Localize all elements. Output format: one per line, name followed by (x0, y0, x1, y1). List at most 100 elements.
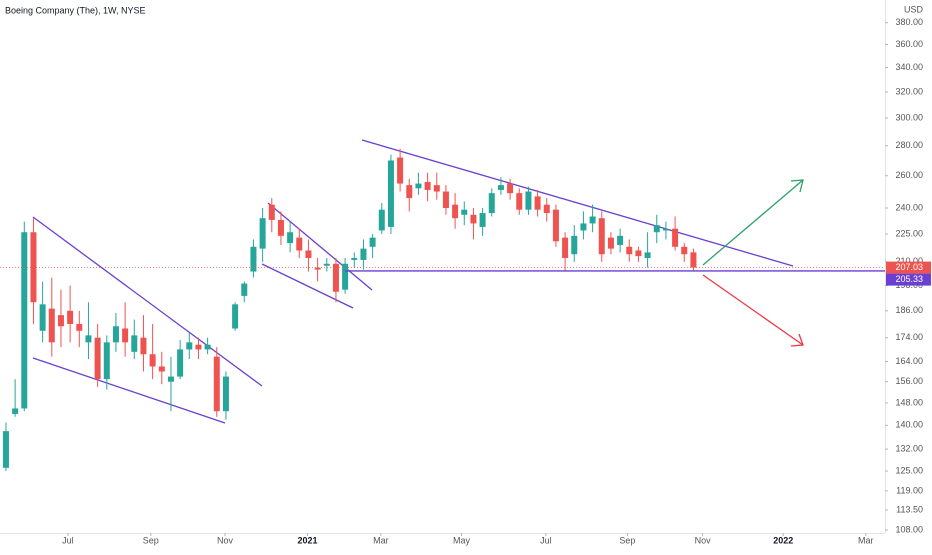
candle-body (562, 237, 569, 259)
drawings (32, 139, 804, 424)
candle-body (268, 204, 275, 220)
trendline (267, 202, 373, 291)
candle-body (305, 250, 312, 259)
candle-body (497, 185, 504, 190)
y-tick-label: 380.00 (895, 17, 923, 27)
candle-body (167, 376, 174, 382)
candle-body (653, 225, 660, 233)
last-price-label: 207.03 (895, 262, 923, 272)
x-tick-label: Nov (217, 535, 234, 545)
candles (2, 148, 697, 472)
candle-body (690, 252, 697, 268)
candle-body (149, 354, 156, 367)
candle-body (589, 216, 596, 224)
y-tick-label: 260.00 (895, 170, 923, 180)
candle-body (351, 258, 358, 260)
y-tick-label: 210.00 (895, 256, 923, 266)
candle-body (277, 219, 284, 236)
trendline (32, 216, 263, 387)
candle-body (204, 344, 211, 350)
y-tick-label: 300.00 (895, 112, 923, 122)
candle-body (94, 337, 101, 380)
level-label: 205.33 (895, 274, 923, 284)
candle-body (507, 183, 514, 194)
candle-body (543, 204, 550, 214)
candle-body (213, 356, 220, 412)
y-tick-label: 280.00 (895, 140, 923, 150)
y-tick-label: 240.00 (895, 202, 923, 212)
y-tick-label: 156.00 (895, 376, 923, 386)
candle-body (488, 193, 495, 214)
y-tick-label: 132.00 (895, 443, 923, 453)
trendline (32, 357, 226, 424)
candle-body (415, 183, 422, 189)
down-arrow (702, 274, 804, 347)
candle-body (617, 235, 624, 245)
candle-body (662, 228, 669, 231)
x-tick-label: Nov (695, 535, 712, 545)
candle-body (232, 304, 239, 329)
candle-body (452, 204, 459, 219)
y-tick-label: 225.00 (895, 228, 923, 238)
x-tick-label: 2021 (298, 535, 318, 545)
candle-body (332, 263, 339, 292)
candle-body (195, 344, 202, 350)
up-arrow (702, 179, 804, 266)
y-tick-label: 186.00 (895, 305, 923, 315)
y-tick-label: 125.00 (895, 465, 923, 475)
candle-body (112, 326, 119, 343)
candle-body (12, 408, 19, 414)
candle-body (177, 349, 184, 377)
candle-body (57, 315, 64, 327)
candle-body (433, 185, 440, 192)
candle-body (323, 263, 330, 266)
x-tick-label: Mar (373, 535, 389, 545)
candle-body (378, 209, 385, 231)
x-tick-label: Jul (62, 535, 74, 545)
candle-body (442, 191, 449, 209)
y-tick-label: 320.00 (895, 86, 923, 96)
candle-body (552, 209, 559, 242)
candle-body (39, 304, 46, 331)
candle-body (158, 366, 165, 372)
y-tick-label: 140.00 (895, 420, 923, 430)
candle-body (85, 335, 92, 343)
candle-body (644, 252, 651, 259)
trendline (261, 263, 354, 309)
candle-body (48, 308, 55, 343)
candle-body (250, 246, 257, 272)
candle-body (76, 324, 83, 331)
candle-body (397, 157, 404, 184)
level-badge (886, 273, 931, 286)
candle-body (131, 335, 138, 352)
y-tick-label: 113.50 (896, 504, 923, 514)
candle-body (681, 246, 688, 255)
y-tick-label: 174.00 (895, 332, 923, 342)
candle-body (342, 263, 349, 290)
x-tick-label: Jul (540, 535, 552, 545)
y-tick-label: 119.00 (896, 485, 923, 495)
candle-body (21, 232, 28, 409)
candle-body (369, 237, 376, 247)
candle-body (635, 250, 642, 257)
candle-body (525, 191, 532, 210)
candle-body (461, 209, 468, 215)
last-price-badge (886, 261, 931, 274)
candle-body (296, 237, 303, 251)
x-tick-label: Sep (143, 535, 159, 545)
candle-body (580, 223, 587, 231)
candle-body (259, 218, 266, 249)
currency-label: USD (904, 4, 924, 14)
candle-body (470, 214, 477, 224)
candle-body (140, 337, 147, 355)
candle-body (67, 310, 74, 325)
y-tick-label: 340.00 (895, 62, 923, 72)
candle-body (534, 196, 541, 210)
x-tick-label: May (453, 535, 471, 545)
chart-title: Boeing Company (The), 1W, NYSE (5, 5, 146, 15)
candle-body (186, 342, 193, 350)
candle-body (314, 267, 321, 270)
candle-body (222, 376, 229, 412)
